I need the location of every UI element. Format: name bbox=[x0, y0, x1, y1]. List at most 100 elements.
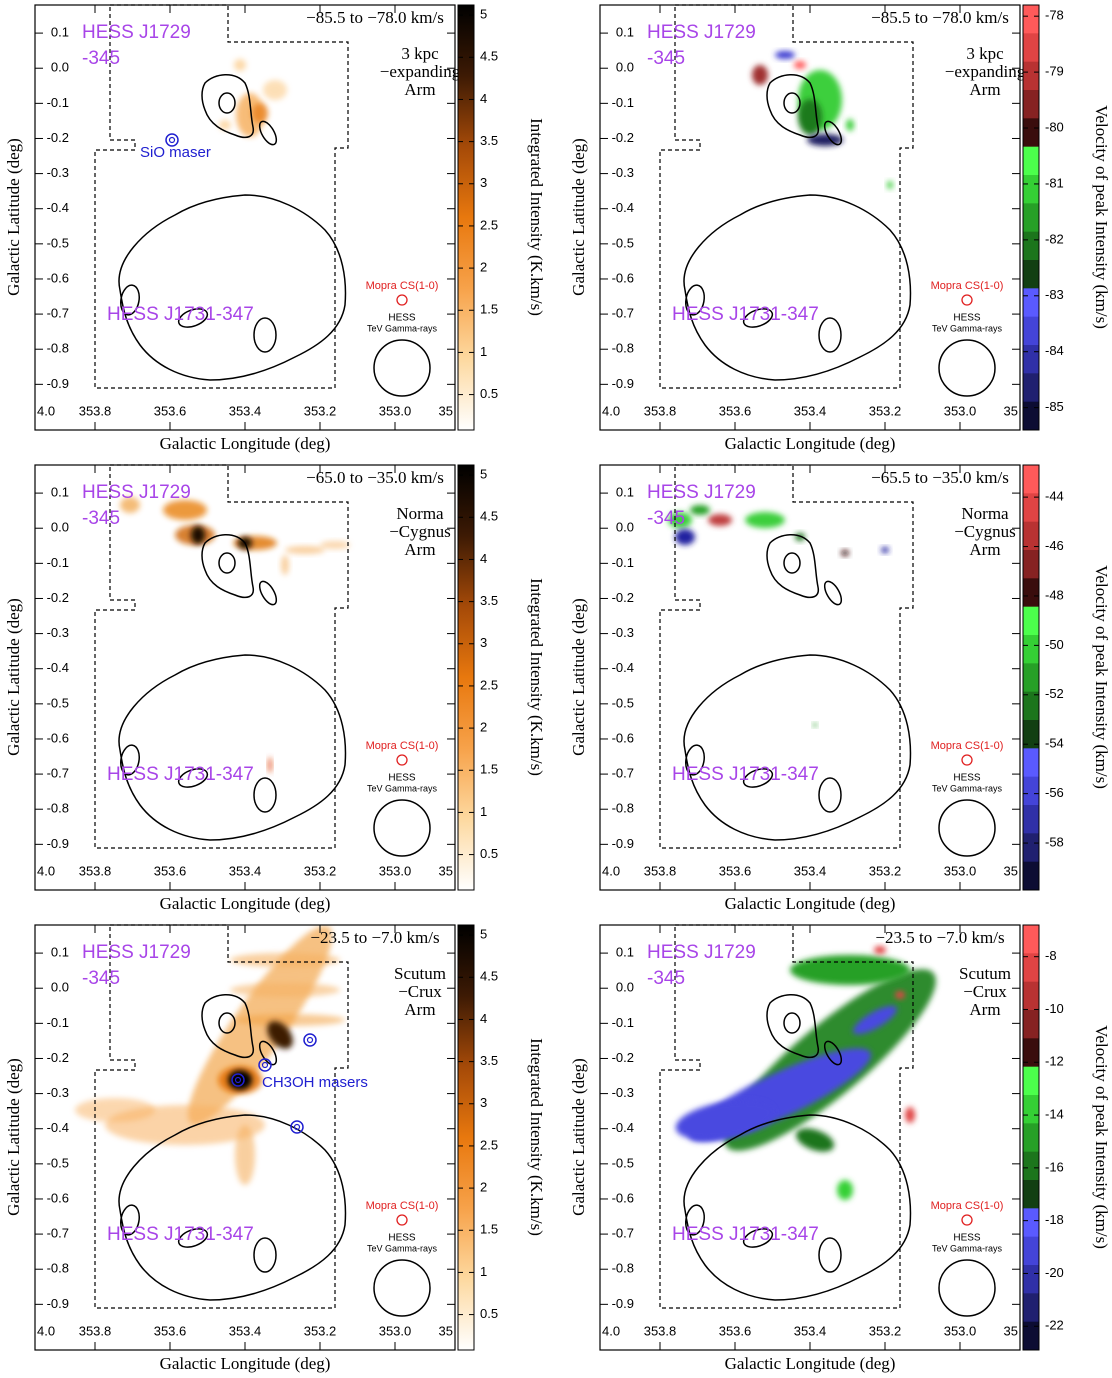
colorbar-tick-label: -81 bbox=[1045, 175, 1064, 190]
colorbar-tick-label: 1.5 bbox=[480, 1222, 498, 1237]
source-label: HESS J1731-347 bbox=[107, 1224, 254, 1245]
y-tick-label: -0.2 bbox=[612, 130, 634, 145]
arm-label: −expanding bbox=[945, 62, 1026, 81]
colorbar-step bbox=[1023, 118, 1039, 148]
arm-label: Arm bbox=[969, 80, 1000, 99]
contour bbox=[218, 552, 236, 574]
x-tick-label: 353.8 bbox=[644, 1323, 677, 1338]
maser-label: SiO maser bbox=[140, 144, 211, 161]
maser bbox=[258, 1058, 272, 1072]
y-tick-label: -0.5 bbox=[47, 1155, 69, 1170]
colorbar-tick-label: 4 bbox=[480, 551, 487, 566]
source-label: -345 bbox=[82, 968, 120, 989]
colorbar-tick-label: 2.5 bbox=[480, 677, 498, 692]
colorbar-step bbox=[1023, 1236, 1039, 1266]
contour bbox=[683, 194, 912, 381]
contour bbox=[120, 744, 140, 776]
emission bbox=[745, 512, 785, 528]
colorbar-tick-label: -16 bbox=[1045, 1159, 1064, 1174]
x-tick-label: 35 bbox=[1004, 403, 1018, 418]
x-tick-label: 353.0 bbox=[379, 403, 412, 418]
colorbar bbox=[457, 924, 475, 1351]
contour bbox=[685, 1204, 705, 1236]
colorbar-tick-label: 2 bbox=[480, 1180, 487, 1195]
x-axis-label: Galactic Longitude (deg) bbox=[160, 434, 331, 453]
colorbar-tick-label: -85 bbox=[1045, 399, 1064, 414]
y-tick-label: -0.3 bbox=[47, 625, 69, 640]
x-axis-label: Galactic Longitude (deg) bbox=[725, 434, 896, 453]
source-label: HESS J1729 bbox=[647, 482, 756, 503]
colorbar-step bbox=[1023, 635, 1039, 664]
colorbar-step bbox=[1023, 90, 1039, 119]
beam-label: HESS bbox=[953, 1233, 981, 1244]
contour bbox=[823, 580, 843, 606]
survey-boundary bbox=[94, 4, 349, 389]
y-tick-label: 0.0 bbox=[616, 980, 634, 995]
y-tick-label: -0.8 bbox=[47, 801, 69, 816]
source-label: -345 bbox=[647, 508, 685, 529]
y-tick-label: -0.8 bbox=[612, 341, 634, 356]
colorbar-step bbox=[1023, 925, 1039, 954]
y-tick-label: -0.7 bbox=[612, 306, 634, 321]
x-tick-label: 353.8 bbox=[79, 863, 112, 878]
colorbar-label: Integrated Intensity (K.km/s) bbox=[527, 1038, 546, 1236]
colorbar-step bbox=[1023, 493, 1039, 523]
x-tick-label: 4.0 bbox=[602, 1323, 620, 1338]
y-tick-label: 0.0 bbox=[51, 60, 69, 75]
maser bbox=[303, 1033, 317, 1047]
colorbar-tick-label: 2.5 bbox=[480, 1137, 498, 1152]
x-tick-label: 35 bbox=[439, 863, 453, 878]
survey-boundary bbox=[659, 4, 914, 389]
colorbar-step bbox=[1023, 33, 1039, 63]
y-tick-label: -0.6 bbox=[47, 730, 69, 745]
x-tick-label: 353.8 bbox=[79, 1323, 112, 1338]
colorbar-step bbox=[1023, 203, 1039, 233]
source-label: HESS J1731-347 bbox=[672, 1224, 819, 1245]
panel-title: −23.5 to −7.0 km/s bbox=[875, 928, 1004, 947]
contour bbox=[177, 768, 209, 788]
beam-label: TeV Gamma-rays bbox=[367, 783, 438, 793]
y-tick-label: -0.7 bbox=[47, 1226, 69, 1241]
colorbar-tick-label: 1 bbox=[480, 804, 487, 819]
colorbar-tick-label: -58 bbox=[1045, 834, 1064, 849]
y-tick-label: 0.0 bbox=[51, 520, 69, 535]
arm-label: 3 kpc bbox=[401, 44, 439, 63]
contour bbox=[177, 308, 209, 328]
x-axis-label: Galactic Longitude (deg) bbox=[160, 894, 331, 913]
emission bbox=[281, 555, 289, 575]
emission-map bbox=[219, 59, 287, 137]
colorbar-step bbox=[1023, 1095, 1039, 1124]
y-tick-label: 0.0 bbox=[616, 520, 634, 535]
y-tick-label: -0.2 bbox=[47, 1050, 69, 1065]
contour bbox=[685, 744, 705, 776]
colorbar-step bbox=[1023, 401, 1039, 431]
x-tick-label: 353.4 bbox=[794, 863, 827, 878]
colorbar-step bbox=[1023, 373, 1039, 403]
panel: 4.0 353.8 353.6 353.4 353.2 353.0 350.10.0-0.1… bbox=[4, 4, 546, 453]
beam-label: Mopra CS(1-0) bbox=[366, 1200, 439, 1212]
y-tick-label: -0.4 bbox=[47, 200, 69, 215]
x-tick-label: 353.6 bbox=[719, 863, 752, 878]
y-tick-label: 0.0 bbox=[51, 980, 69, 995]
y-tick-label: 0.1 bbox=[616, 945, 634, 960]
contour bbox=[766, 74, 820, 139]
y-tick-label: -0.9 bbox=[612, 836, 634, 851]
x-tick-label: 353.0 bbox=[944, 863, 977, 878]
y-tick-label: 0.1 bbox=[51, 945, 69, 960]
x-tick-label: 353.4 bbox=[229, 403, 262, 418]
emission bbox=[234, 59, 246, 71]
x-tick-label: 353.8 bbox=[644, 403, 677, 418]
x-tick-label: 353.4 bbox=[794, 403, 827, 418]
survey-boundary bbox=[94, 924, 349, 1309]
beam-label: HESS bbox=[388, 773, 416, 784]
y-tick-label: -0.3 bbox=[612, 1085, 634, 1100]
hess-beam bbox=[938, 1259, 996, 1317]
arm-label: Arm bbox=[969, 540, 1000, 559]
x-axis-label: Galactic Longitude (deg) bbox=[725, 894, 896, 913]
colorbar-tick-label: 3.5 bbox=[480, 133, 498, 148]
hess-beam bbox=[938, 799, 996, 857]
colorbar-step bbox=[1023, 776, 1039, 806]
x-tick-label: 35 bbox=[439, 403, 453, 418]
colorbar-step bbox=[1023, 1123, 1039, 1153]
survey-boundary bbox=[94, 464, 349, 849]
